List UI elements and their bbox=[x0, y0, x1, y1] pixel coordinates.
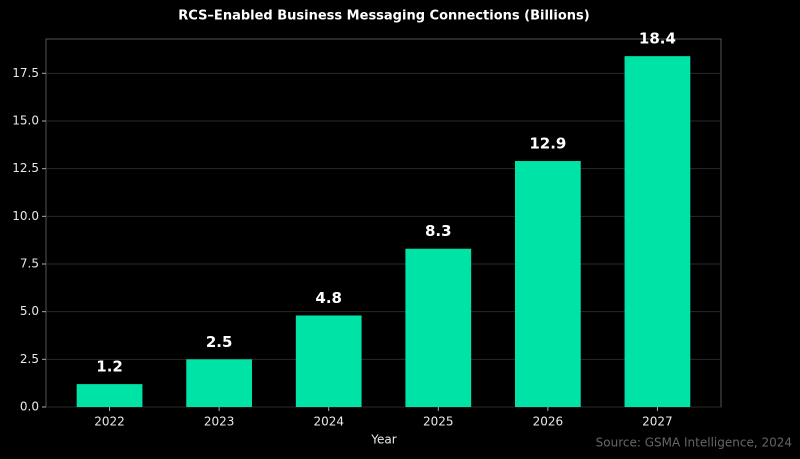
value-label: 8.3 bbox=[425, 222, 452, 240]
y-tick-label: 5.0 bbox=[20, 304, 39, 318]
value-label: 1.2 bbox=[96, 358, 123, 376]
x-tick-label: 2023 bbox=[204, 415, 235, 429]
value-label: 4.8 bbox=[315, 289, 342, 307]
x-tick-label: 2027 bbox=[642, 415, 673, 429]
bar bbox=[624, 56, 691, 408]
y-tick-label: 7.5 bbox=[20, 256, 39, 270]
bar bbox=[186, 359, 253, 407]
value-label: 2.5 bbox=[206, 333, 233, 351]
bar bbox=[514, 161, 581, 407]
value-label: 12.9 bbox=[529, 135, 566, 153]
y-tick-label: 10.0 bbox=[12, 209, 39, 223]
source-note: Source: GSMA Intelligence, 2024 bbox=[596, 436, 792, 450]
bar bbox=[405, 248, 472, 407]
y-tick-label: 0.0 bbox=[20, 400, 39, 414]
x-tick-label: 2024 bbox=[313, 415, 344, 429]
x-tick-label: 2026 bbox=[533, 415, 564, 429]
x-axis-label: Year bbox=[370, 433, 396, 447]
bar bbox=[76, 384, 143, 407]
x-tick-label: 2025 bbox=[423, 415, 454, 429]
y-tick-label: 15.0 bbox=[12, 113, 39, 127]
y-tick-label: 12.5 bbox=[12, 161, 39, 175]
y-tick-label: 17.5 bbox=[12, 66, 39, 80]
value-label: 18.4 bbox=[639, 30, 676, 48]
x-tick-label: 2022 bbox=[94, 415, 125, 429]
bar bbox=[295, 315, 362, 407]
y-tick-label: 2.5 bbox=[20, 352, 39, 366]
plot-frame bbox=[45, 38, 722, 408]
chart-title: RCS–Enabled Business Messaging Connectio… bbox=[178, 9, 589, 24]
